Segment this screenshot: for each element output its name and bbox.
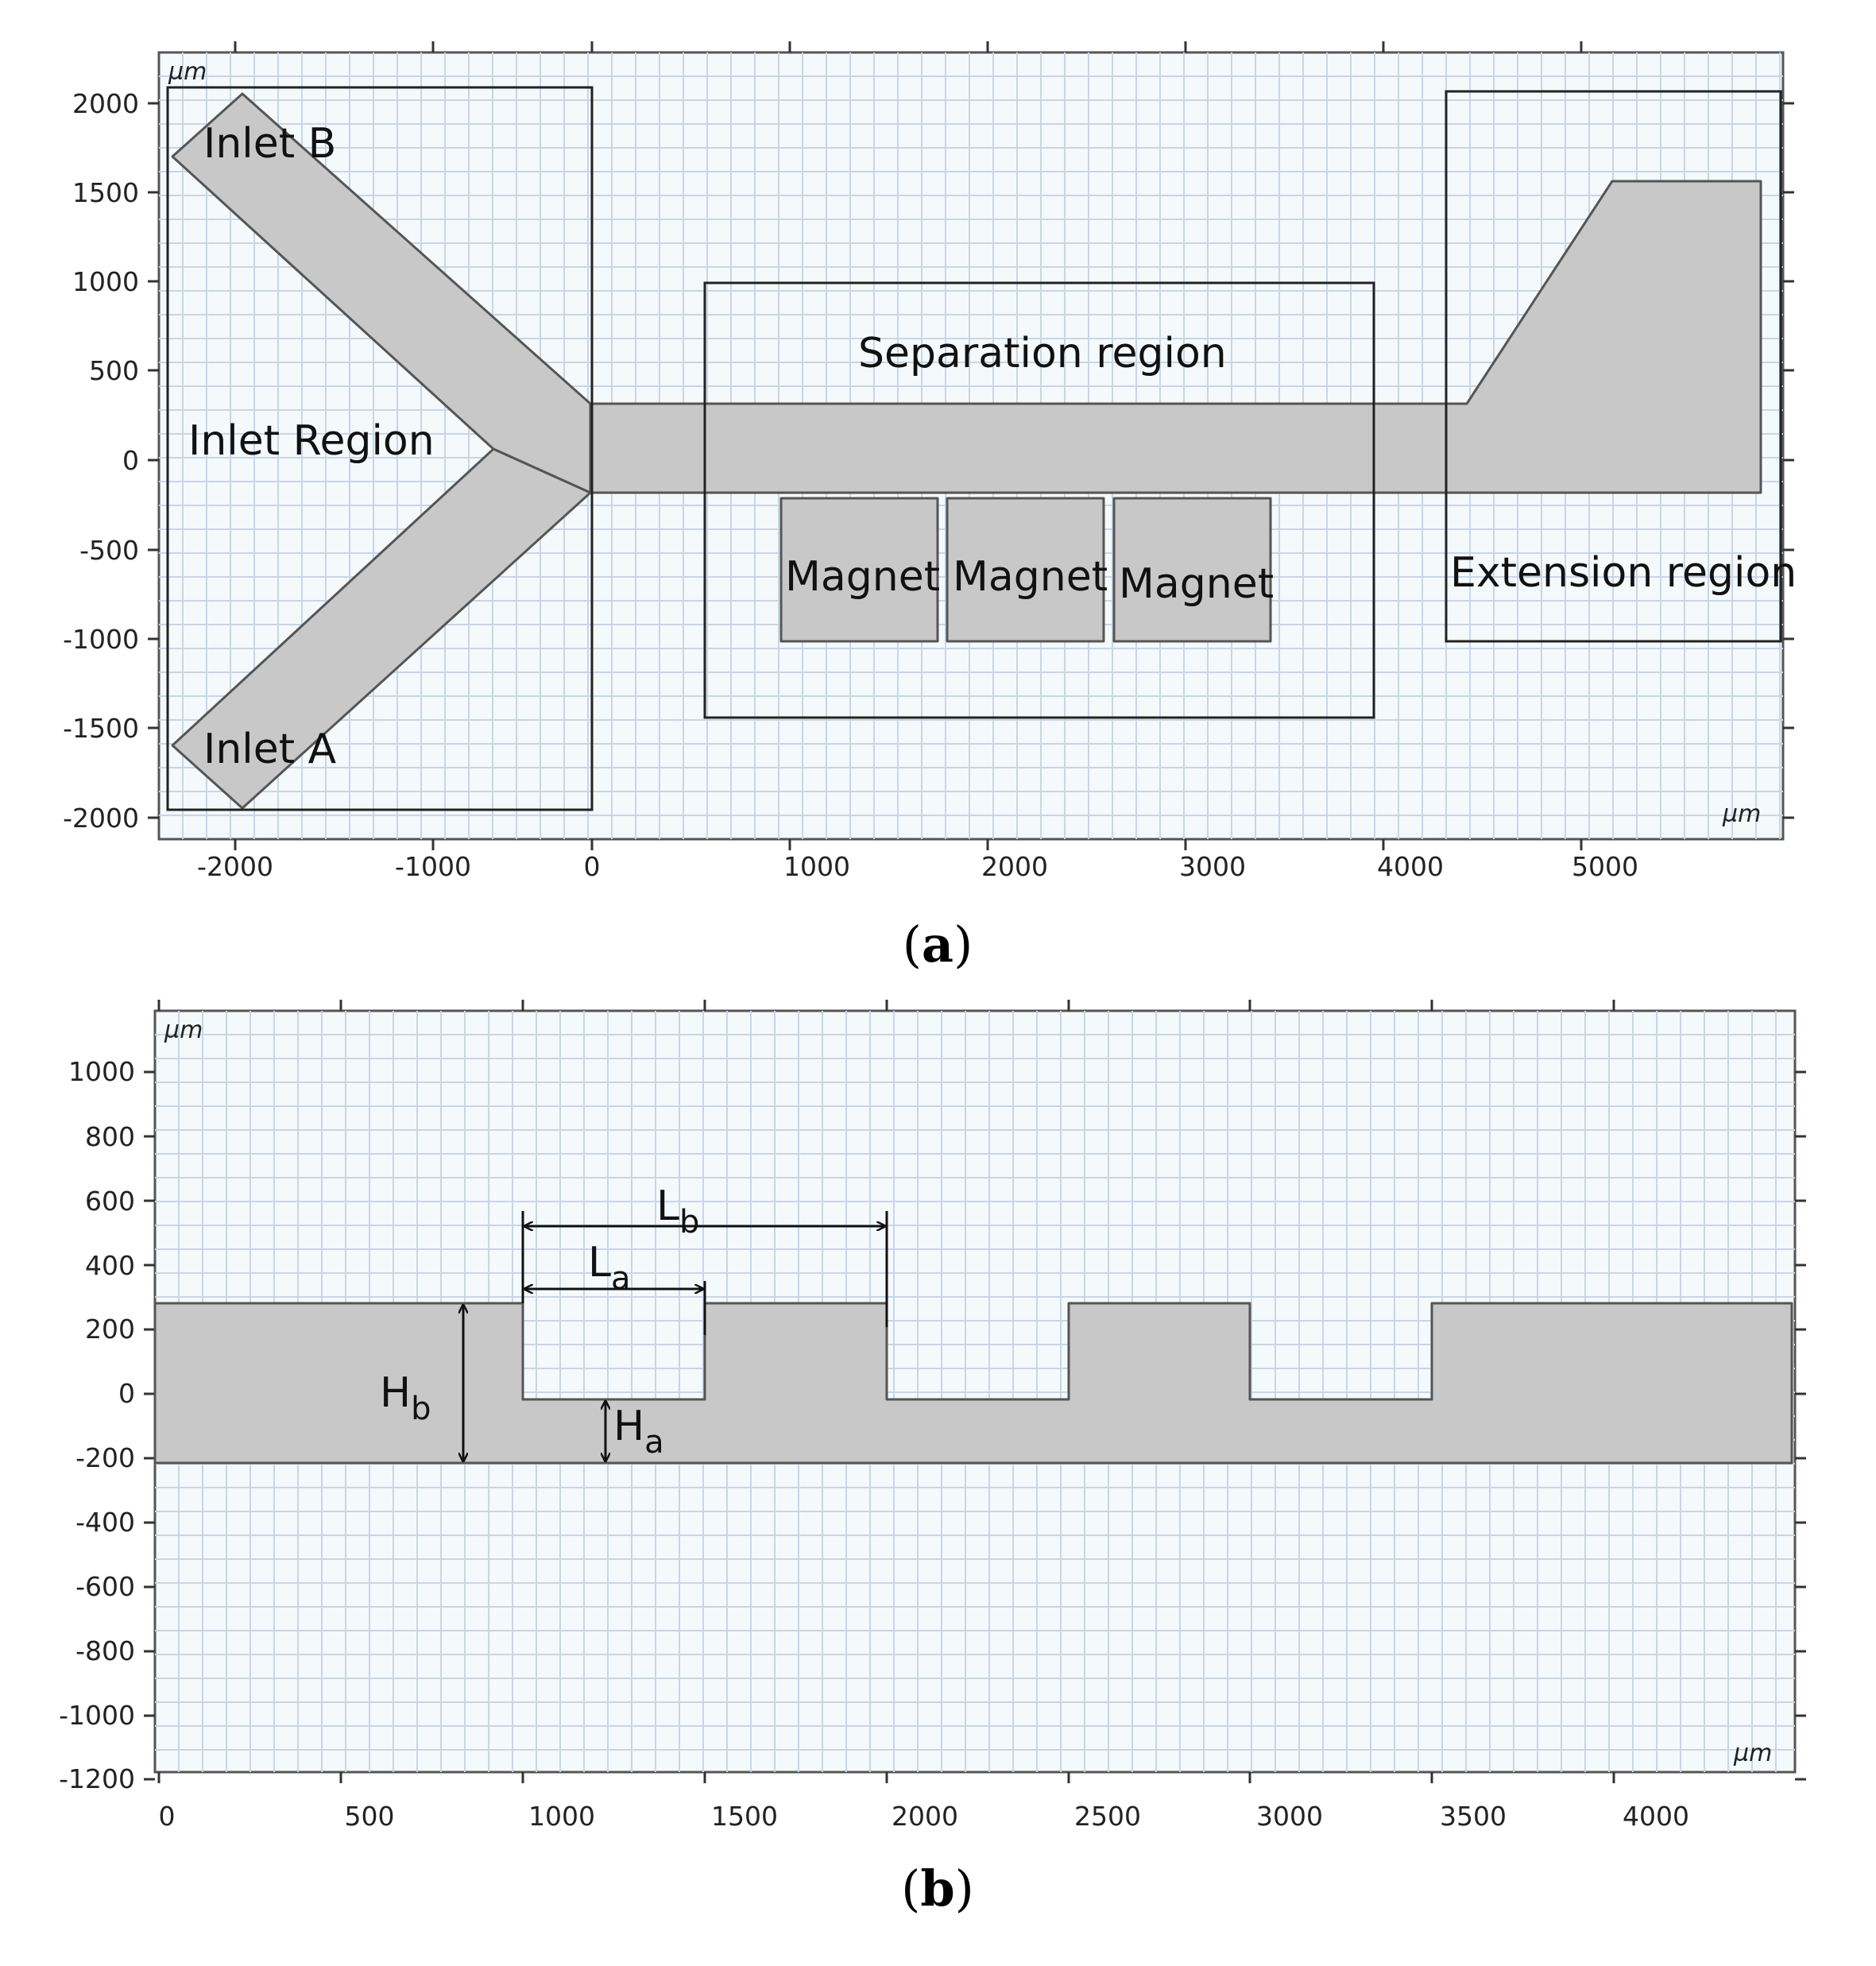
x-tick-label: 3000 [1179, 851, 1246, 882]
panel-b-x-tick-labels: 0 500 1000 1500 2000 2500 3000 3500 4000 [159, 1801, 1689, 1832]
panel-b-caption: (b) [901, 1860, 974, 1918]
x-tick-label: 500 [345, 1801, 395, 1832]
y-tick-label: 0 [118, 1378, 135, 1409]
x-tick-label: 2000 [892, 1801, 958, 1832]
x-tick-label: 1000 [783, 851, 850, 882]
y-tick-label: 1000 [68, 1056, 135, 1087]
magnet-1-label: Magnet [785, 553, 940, 601]
x-tick-label: 4000 [1623, 1801, 1689, 1832]
la-label: La [588, 1239, 631, 1297]
extension-region-box [1445, 90, 1782, 643]
y-tick-label: 0 [122, 445, 139, 476]
panel-a: 2000 1500 1000 500 0 -500 -1000 -1500 -2… [63, 41, 1797, 973]
y-tick-label: 800 [85, 1121, 135, 1152]
separation-region-box [703, 281, 1375, 719]
y-tick-label: -1500 [63, 713, 139, 744]
y-tick-label: -800 [75, 1635, 135, 1666]
separation-region-label: Separation region [858, 330, 1227, 377]
magnet-1 [779, 497, 939, 643]
main-channel [589, 180, 1762, 494]
panel-a-caption: (a) [903, 915, 973, 973]
x-tick-label: 1500 [711, 1801, 778, 1832]
x-tick-label: 0 [159, 1801, 176, 1832]
y-tick-label: 200 [85, 1314, 135, 1345]
panel-b-y-tick-labels: 1000 800 600 400 200 0 -200 -400 -600 -8… [59, 1056, 135, 1794]
y-tick-label: 500 [89, 355, 139, 386]
extension-region-label: Extension region [1450, 549, 1797, 597]
magnet-2 [946, 497, 1105, 643]
y-tick-label: -1200 [59, 1763, 135, 1794]
panel-b-unit-top: µm [164, 1016, 203, 1044]
magnet-3-label: Magnet [1119, 560, 1274, 608]
y-tick-label: -500 [79, 535, 139, 566]
x-tick-label: 4000 [1377, 851, 1444, 882]
magnet-2-label: Magnet [953, 553, 1108, 601]
y-tick-label: -1000 [59, 1700, 135, 1731]
panel-a-y-tick-labels: 2000 1500 1000 500 0 -500 -1000 -1500 -2… [63, 88, 139, 834]
y-tick-label: 1500 [72, 177, 139, 208]
x-tick-label: -2000 [197, 851, 273, 882]
y-tick-label: -200 [75, 1442, 135, 1473]
x-tick-label: -1000 [395, 851, 471, 882]
inlet-region-box [166, 86, 594, 811]
x-tick-label: 0 [584, 851, 601, 882]
panel-b: 1000 800 600 400 200 0 -200 -400 -600 -8… [59, 1000, 1806, 1918]
y-tick-label: -2000 [63, 803, 139, 834]
panel-a-x-tick-labels: -2000 -1000 0 1000 2000 3000 4000 5000 [197, 851, 1638, 882]
panel-a-unit-right: µm [1722, 800, 1761, 828]
serpentine-channel [153, 1302, 1793, 1465]
x-tick-label: 3000 [1256, 1801, 1323, 1832]
hb-label: Hb [380, 1369, 431, 1427]
y-tick-label: -600 [75, 1571, 135, 1602]
inlet-region-label: Inlet Region [188, 417, 435, 465]
y-tick-label: 600 [85, 1186, 135, 1217]
x-tick-label: 3500 [1440, 1801, 1507, 1832]
panel-b-unit-right: µm [1733, 1740, 1772, 1767]
y-tick-label: 2000 [72, 88, 139, 119]
y-tick-label: 1000 [72, 266, 139, 297]
panel-a-tick-marks [148, 41, 1794, 850]
inlet-b-label: Inlet B [203, 120, 336, 168]
x-tick-label: 2000 [981, 851, 1048, 882]
panel-a-unit-top: µm [168, 58, 207, 86]
lb-label: Lb [656, 1182, 699, 1240]
inlet-a-label: Inlet A [203, 726, 337, 773]
x-tick-label: 5000 [1572, 851, 1638, 882]
y-tick-label: -1000 [63, 624, 139, 655]
ha-label: Ha [613, 1403, 664, 1461]
x-tick-label: 2500 [1074, 1801, 1141, 1832]
y-tick-label: 400 [85, 1250, 135, 1281]
panel-b-tick-marks [144, 1000, 1806, 1783]
magnet-3 [1112, 497, 1272, 643]
y-tick-label: -400 [75, 1507, 135, 1538]
x-tick-label: 1000 [528, 1801, 595, 1832]
